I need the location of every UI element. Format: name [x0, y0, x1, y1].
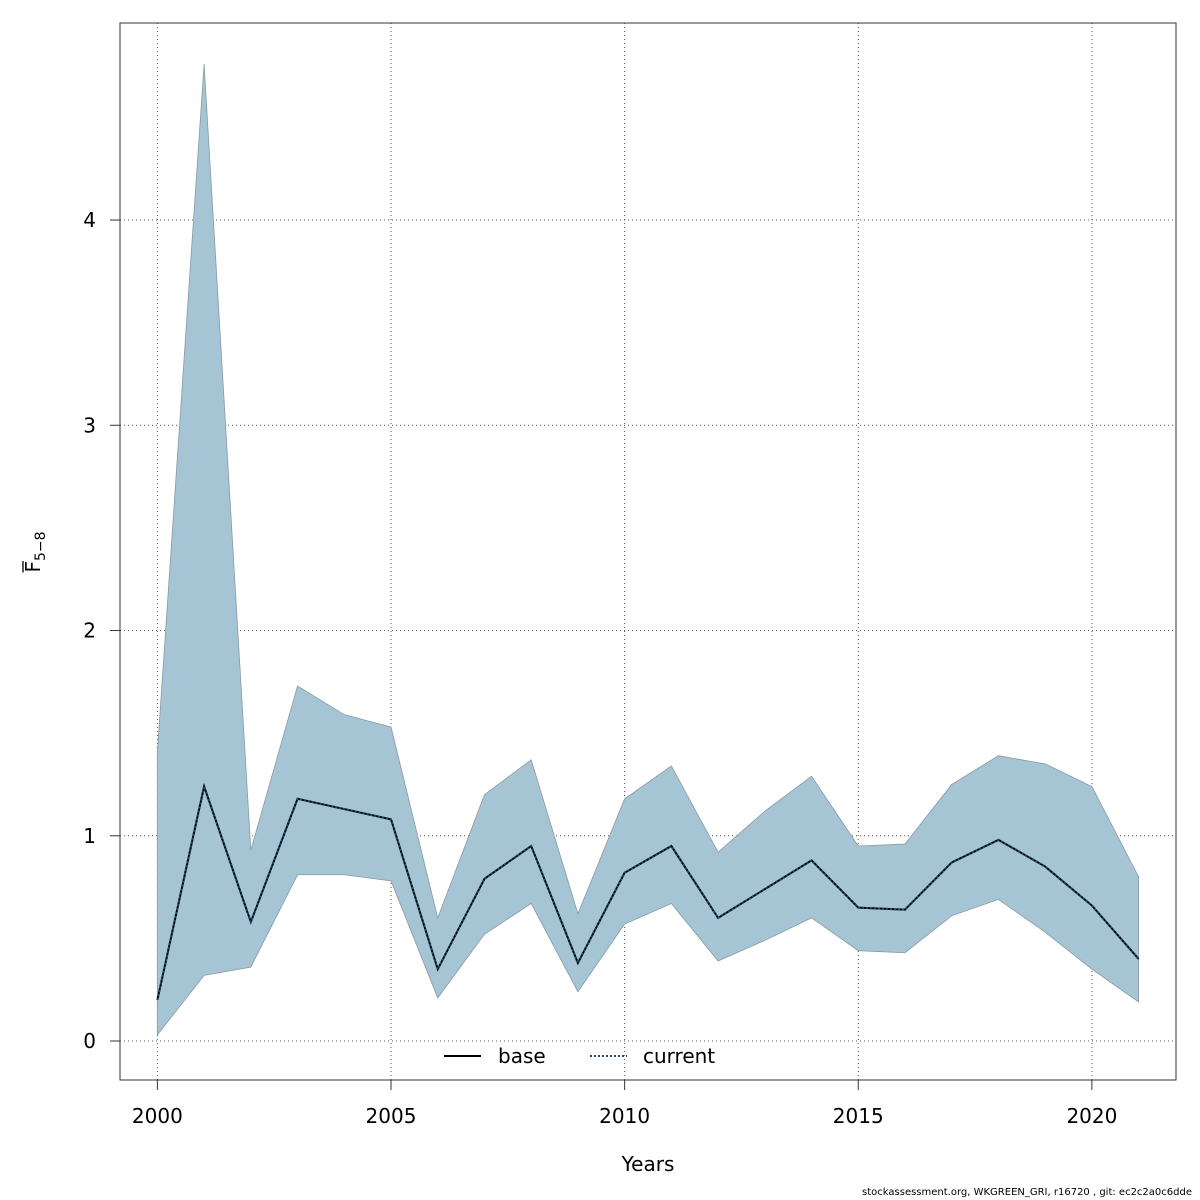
x-tick-label-2010: 2010 [599, 1104, 650, 1128]
svg-text:F5−8: F5−8 [21, 531, 49, 572]
y-tick-label-0: 0 [83, 1029, 96, 1053]
legend-label-base: base [498, 1044, 546, 1068]
footer-note: stockassessment.org, WKGREEN_GRI, r16720… [862, 1187, 1192, 1198]
y-axis-title-base: F [21, 561, 45, 573]
x-tick-label-2020: 2020 [1066, 1104, 1117, 1128]
plot-frame [119, 22, 1177, 1081]
x-tick-label-2000: 2000 [132, 1104, 183, 1128]
x-axis-title: Years [621, 1152, 675, 1176]
y-tick-label-4: 4 [83, 208, 96, 232]
confidence-band-group [156, 64, 1140, 1037]
series-line-current [156, 782, 1140, 1001]
y-tick-label-2: 2 [83, 619, 96, 643]
x-tick-label-2005: 2005 [366, 1104, 417, 1128]
legend-label-current: current [643, 1044, 715, 1068]
x-tick-label-2015: 2015 [833, 1104, 884, 1128]
y-axis-title: F5−8 [21, 531, 49, 573]
axes: 2000 2005 2010 2015 2020 0 1 2 3 4 [83, 22, 1177, 1128]
legend: base current [444, 1044, 715, 1068]
series-group [156, 782, 1140, 1001]
grid [120, 23, 1176, 1080]
y-tick-label-3: 3 [83, 413, 96, 437]
y-axis-title-subscript: 5−8 [33, 531, 49, 561]
confidence-band [156, 64, 1140, 1037]
y-tick-label-1: 1 [83, 824, 96, 848]
